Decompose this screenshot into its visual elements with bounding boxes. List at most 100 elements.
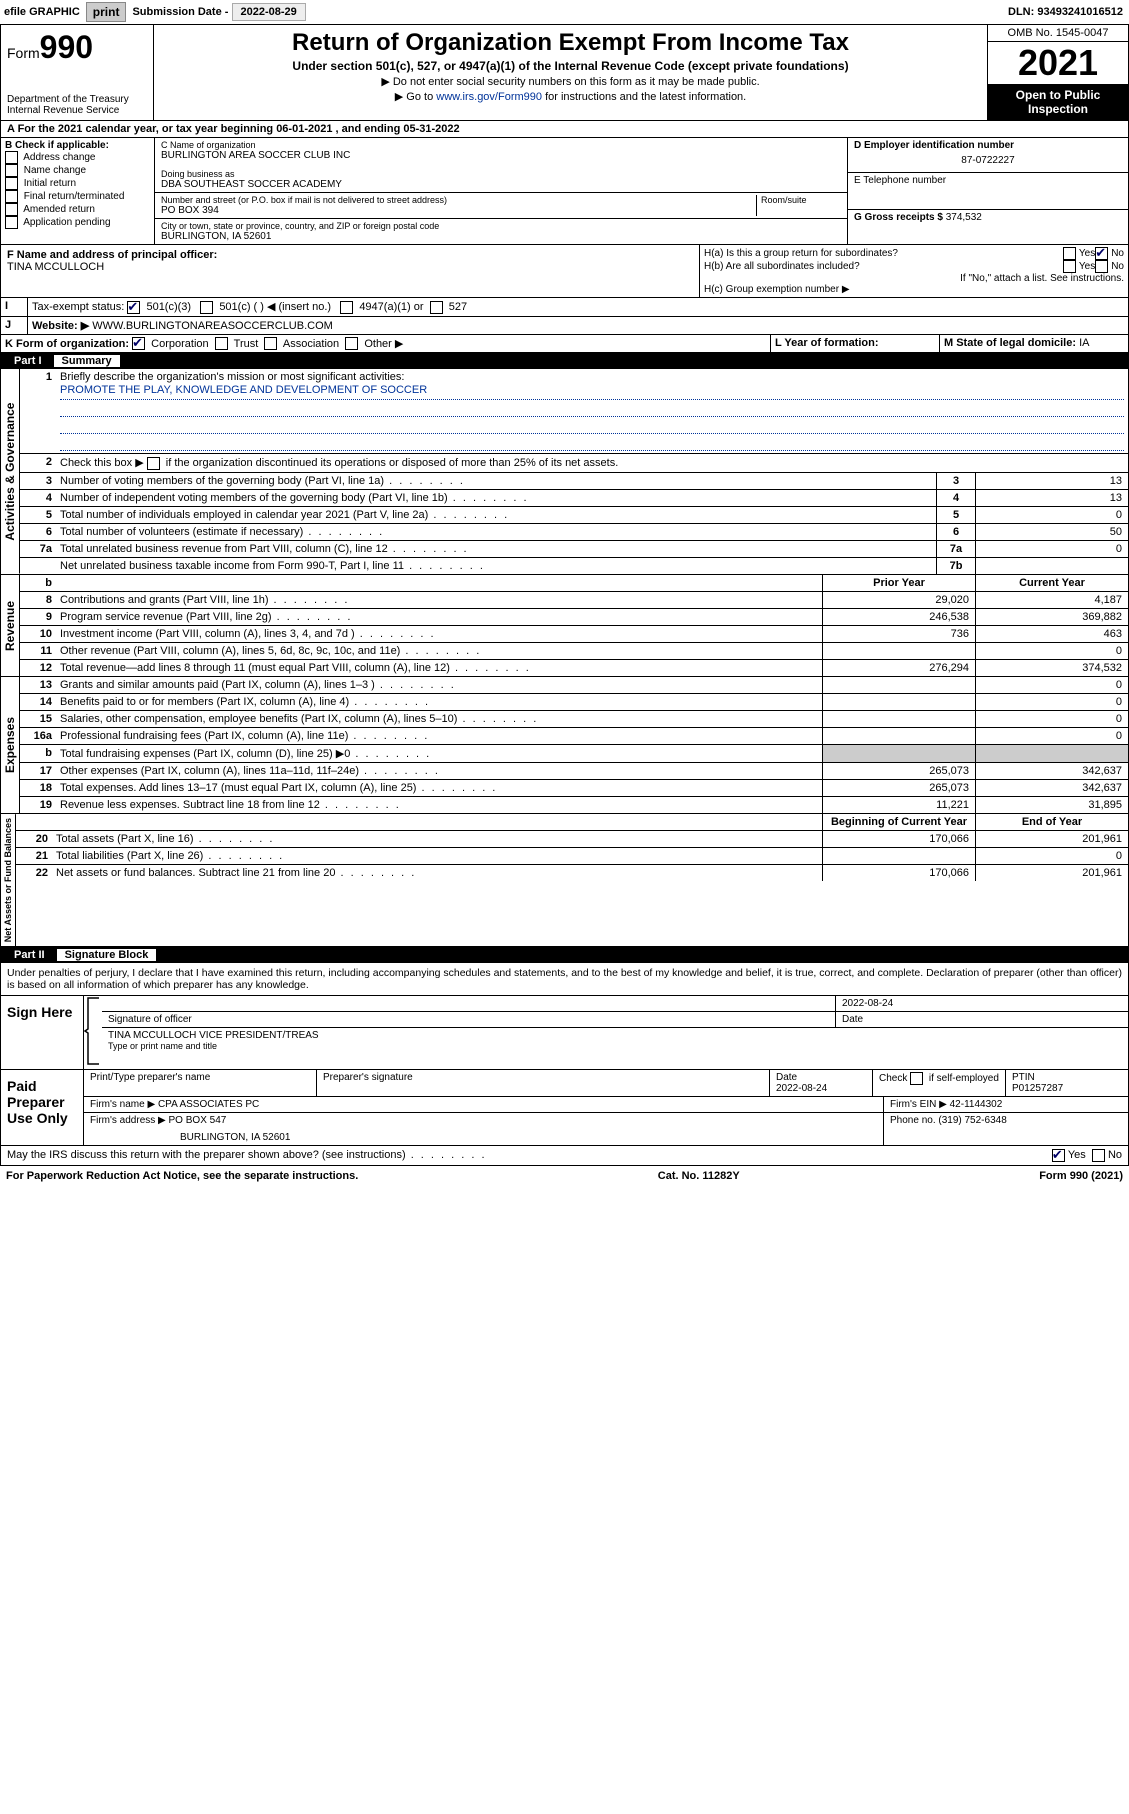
checkB-item: Initial return <box>5 177 150 190</box>
table-row: bTotal fundraising expenses (Part IX, co… <box>20 745 1128 763</box>
firm-ein: 42-1144302 <box>950 1099 1003 1110</box>
vlabel-rev: Revenue <box>1 575 20 676</box>
part1-body: Activities & Governance 1 Briefly descri… <box>0 369 1129 575</box>
city-value: BURLINGTON, IA 52601 <box>161 231 841 242</box>
dept-treasury: Department of the TreasuryInternal Reven… <box>7 94 147 116</box>
discuss-text: May the IRS discuss this return with the… <box>7 1149 1052 1162</box>
table-row: 18Total expenses. Add lines 13–17 (must … <box>20 780 1128 797</box>
checkB-item: Amended return <box>5 203 150 216</box>
form-year: 2021 <box>988 42 1128 84</box>
section-a: B Check if applicable: Address change Na… <box>0 138 1129 245</box>
k-trust-checkbox[interactable] <box>215 337 228 350</box>
prep-sig-lbl: Preparer's signature <box>317 1070 770 1096</box>
table-row: 12Total revenue—add lines 8 through 11 (… <box>20 660 1128 676</box>
hb-note: If "No," attach a list. See instructions… <box>704 273 1124 284</box>
table-row: 14Benefits paid to or for members (Part … <box>20 694 1128 711</box>
omb-number: OMB No. 1545-0047 <box>988 25 1128 42</box>
table-row: 8Contributions and grants (Part VIII, li… <box>20 592 1128 609</box>
checkB-item: Address change <box>5 151 150 164</box>
curr-year-hdr: Current Year <box>975 575 1128 591</box>
table-row: 21Total liabilities (Part X, line 26)0 <box>16 848 1128 865</box>
print-button[interactable]: print <box>86 2 127 22</box>
prep-self: Check if self-employed <box>873 1070 1006 1096</box>
firm-name: CPA ASSOCIATES PC <box>158 1099 259 1110</box>
k-assoc-checkbox[interactable] <box>264 337 277 350</box>
table-row: 9Program service revenue (Part VIII, lin… <box>20 609 1128 626</box>
checkB-item: Final return/terminated <box>5 190 150 203</box>
hb-yes-checkbox[interactable] <box>1063 260 1076 273</box>
table-row: 5Total number of individuals employed in… <box>20 507 1128 524</box>
hb-label: H(b) Are all subordinates included? <box>704 261 1063 272</box>
footer-right: Form 990 (2021) <box>1039 1170 1123 1182</box>
l1-text: Briefly describe the organization's miss… <box>60 371 1124 383</box>
table-row: 15Salaries, other compensation, employee… <box>20 711 1128 728</box>
checkB-label: B Check if applicable: <box>5 140 150 151</box>
sig-officer-lbl: Signature of officer <box>102 1012 836 1027</box>
checkB-item: Application pending <box>5 216 150 229</box>
discuss-yes-checkbox[interactable] <box>1052 1149 1065 1162</box>
officer-row: F Name and address of principal officer:… <box>0 245 1129 298</box>
form-subtitle: Under section 501(c), 527, or 4947(a)(1)… <box>162 59 979 73</box>
501c-checkbox[interactable] <box>200 301 213 314</box>
page-footer: For Paperwork Reduction Act Notice, see … <box>0 1166 1129 1186</box>
form-number: Form990 <box>7 29 147 66</box>
discuss-row: May the IRS discuss this return with the… <box>0 1146 1129 1166</box>
checkB-item-checkbox[interactable] <box>5 203 18 216</box>
footer-left: For Paperwork Reduction Act Notice, see … <box>6 1170 358 1182</box>
sign-here-label: Sign Here <box>1 996 84 1069</box>
self-employed-checkbox[interactable] <box>910 1072 923 1085</box>
hb-no-checkbox[interactable] <box>1095 260 1108 273</box>
checkB-item-checkbox[interactable] <box>5 164 18 177</box>
part1-bar: Part I Summary <box>0 353 1129 369</box>
ein-value: 87-0722227 <box>854 151 1122 170</box>
vlabel-exp: Expenses <box>1 677 20 813</box>
prep-date: 2022-08-24 <box>776 1083 866 1094</box>
room-label: Room/suite <box>761 195 841 205</box>
checkB-item-checkbox[interactable] <box>5 190 18 203</box>
checkB-item-checkbox[interactable] <box>5 216 18 229</box>
k-corp-checkbox[interactable] <box>132 337 145 350</box>
checkB-item-checkbox[interactable] <box>5 177 18 190</box>
sig-date-val: 2022-08-24 <box>836 996 1128 1011</box>
ha-label: H(a) Is this a group return for subordin… <box>704 248 1063 259</box>
j-label: Website: ▶ <box>32 320 89 332</box>
officer-name: TINA MCCULLOCH <box>7 261 693 273</box>
sig-intro: Under penalties of perjury, I declare th… <box>0 963 1129 996</box>
phone-val: (319) 752-6348 <box>938 1115 1006 1126</box>
discuss-no-checkbox[interactable] <box>1092 1149 1105 1162</box>
open-inspection: Open to Public Inspection <box>988 84 1128 120</box>
gross-value: 374,532 <box>946 212 982 223</box>
527-checkbox[interactable] <box>430 301 443 314</box>
checkB-item-checkbox[interactable] <box>5 151 18 164</box>
irs-link[interactable]: www.irs.gov/Form990 <box>436 91 542 103</box>
4947-checkbox[interactable] <box>340 301 353 314</box>
part1-expenses: Expenses 13Grants and similar amounts pa… <box>0 677 1129 814</box>
k-l-m-row: K Form of organization: Corporation Trus… <box>0 335 1129 354</box>
l2-text: Check this box ▶ if the organization dis… <box>56 454 1128 472</box>
sig-name-lbl: Type or print name and title <box>108 1041 1122 1051</box>
k-other-checkbox[interactable] <box>345 337 358 350</box>
firm-ein-lbl: Firm's EIN ▶ <box>890 1099 950 1110</box>
prep-name-lbl: Print/Type preparer's name <box>84 1070 317 1096</box>
ha-no-checkbox[interactable] <box>1095 247 1108 260</box>
vlabel-gov: Activities & Governance <box>1 369 20 574</box>
form-note2: ▶ Go to www.irs.gov/Form990 for instruct… <box>162 90 979 103</box>
ein-label: D Employer identification number <box>854 140 1122 151</box>
k-label: K Form of organization: <box>5 338 129 350</box>
top-toolbar: efile GRAPHIC print Submission Date - 20… <box>0 0 1129 25</box>
l2-checkbox[interactable] <box>147 457 160 470</box>
hc-label: H(c) Group exemption number ▶ <box>704 284 1124 295</box>
table-row: 17Other expenses (Part IX, column (A), l… <box>20 763 1128 780</box>
table-row: 7aTotal unrelated business revenue from … <box>20 541 1128 558</box>
dln: DLN: 93493241016512 <box>1002 4 1129 20</box>
paid-label: Paid Preparer Use Only <box>1 1070 84 1145</box>
501c3-checkbox[interactable] <box>127 301 140 314</box>
dba-value: DBA SOUTHEAST SOCCER ACADEMY <box>161 179 841 190</box>
table-row: 4Number of independent voting members of… <box>20 490 1128 507</box>
subdate-label: Submission Date - 2022-08-29 <box>128 4 309 20</box>
table-row: 10Investment income (Part VIII, column (… <box>20 626 1128 643</box>
m-value: IA <box>1079 337 1089 349</box>
ha-yes-checkbox[interactable] <box>1063 247 1076 260</box>
end-year-hdr: End of Year <box>975 814 1128 830</box>
part1-netassets: Net Assets or Fund Balances Beginning of… <box>0 814 1129 947</box>
